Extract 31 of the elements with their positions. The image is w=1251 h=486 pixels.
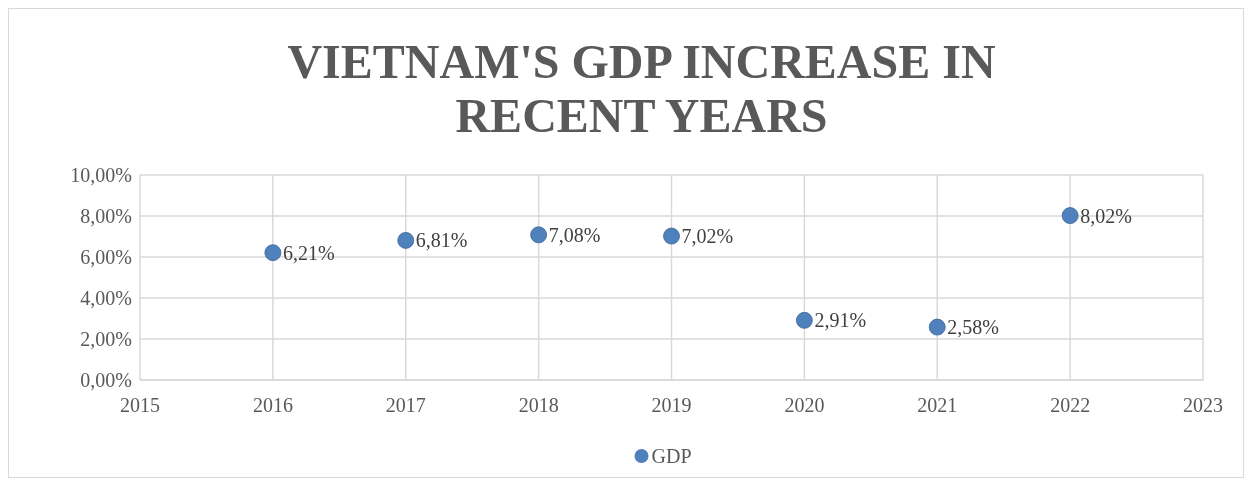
y-tick-label: 10,00% (70, 164, 132, 186)
point (397, 232, 415, 249)
data-label: 8,02% (1080, 204, 1132, 227)
y-tick-label: 4,00% (80, 287, 132, 309)
x-tick-label: 2016 (252, 394, 293, 416)
x-tick-label: 2018 (518, 394, 559, 416)
point (663, 227, 680, 245)
x-tick-label: 2020 (784, 394, 825, 416)
y-tick-label: 6,00% (80, 246, 132, 268)
y-tick-label: 2,00% (80, 328, 132, 350)
y-tick-label: 0,00% (80, 369, 132, 391)
data-label: 6,81% (415, 229, 468, 252)
x-tick-label: 2023 (1183, 394, 1223, 416)
data-label: 7,02% (681, 225, 734, 248)
x-tick-label: 2019 (651, 394, 692, 416)
y-tick-label: 8,00% (80, 205, 132, 227)
data-label: 7,08% (548, 223, 601, 246)
point (1061, 207, 1079, 224)
point (530, 226, 548, 244)
legend-label: GDP (651, 445, 692, 467)
data-label: 6,21% (282, 241, 335, 264)
x-tick-label: 2021 (917, 394, 958, 416)
x-tick-label: 2022 (1050, 394, 1091, 416)
data-label: 2,91% (814, 309, 867, 332)
point (928, 318, 946, 336)
x-tick-label: 2015 (120, 394, 160, 416)
data-label: 2,58% (947, 316, 999, 339)
point (264, 244, 282, 262)
point (795, 311, 813, 329)
x-tick-label: 2017 (385, 394, 426, 416)
chart-title: VIETNAM'S GDP INCREASE IN RECENT YEARS (287, 35, 996, 142)
